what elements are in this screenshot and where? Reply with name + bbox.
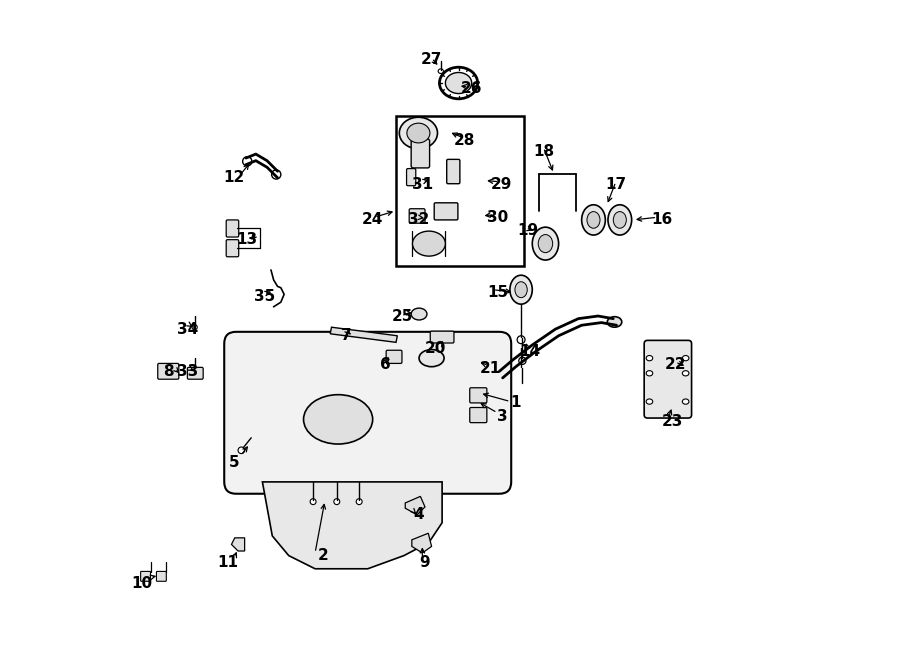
Ellipse shape: [532, 227, 559, 260]
FancyBboxPatch shape: [157, 571, 166, 581]
Polygon shape: [405, 496, 425, 515]
Text: 19: 19: [518, 223, 538, 238]
Text: 10: 10: [131, 576, 152, 592]
Ellipse shape: [510, 275, 532, 304]
Circle shape: [243, 157, 252, 166]
Ellipse shape: [412, 231, 446, 256]
FancyBboxPatch shape: [226, 240, 239, 256]
Circle shape: [272, 170, 281, 179]
Ellipse shape: [439, 67, 478, 98]
FancyBboxPatch shape: [187, 368, 203, 379]
FancyBboxPatch shape: [407, 169, 416, 186]
Text: 21: 21: [481, 361, 501, 376]
Polygon shape: [330, 327, 397, 342]
Ellipse shape: [192, 325, 197, 330]
FancyBboxPatch shape: [470, 388, 487, 403]
Text: 35: 35: [254, 289, 275, 304]
Ellipse shape: [646, 371, 652, 376]
Text: 25: 25: [392, 309, 413, 323]
Text: 28: 28: [454, 134, 475, 149]
Ellipse shape: [646, 399, 652, 405]
Text: 32: 32: [408, 212, 429, 227]
Text: 30: 30: [487, 210, 508, 225]
Ellipse shape: [608, 205, 632, 235]
FancyBboxPatch shape: [411, 139, 429, 168]
Ellipse shape: [682, 371, 688, 376]
Polygon shape: [231, 538, 245, 551]
Text: 13: 13: [237, 232, 257, 247]
FancyBboxPatch shape: [446, 159, 460, 184]
Text: 1: 1: [510, 395, 521, 410]
FancyBboxPatch shape: [434, 203, 458, 220]
FancyBboxPatch shape: [470, 408, 487, 422]
Text: 22: 22: [664, 357, 686, 372]
Ellipse shape: [438, 69, 444, 73]
Ellipse shape: [587, 212, 600, 228]
Text: 7: 7: [341, 329, 351, 343]
Ellipse shape: [538, 235, 553, 253]
Ellipse shape: [446, 73, 472, 94]
Text: 23: 23: [662, 414, 683, 429]
Ellipse shape: [581, 205, 606, 235]
Ellipse shape: [682, 399, 688, 405]
FancyBboxPatch shape: [410, 209, 425, 223]
Text: 14: 14: [519, 344, 541, 359]
Ellipse shape: [238, 447, 245, 453]
Ellipse shape: [419, 350, 444, 367]
Polygon shape: [263, 482, 442, 568]
FancyBboxPatch shape: [644, 340, 691, 418]
Ellipse shape: [613, 212, 626, 228]
Text: 4: 4: [413, 507, 424, 522]
Text: 11: 11: [217, 555, 238, 570]
Text: 34: 34: [177, 322, 199, 336]
FancyBboxPatch shape: [158, 364, 179, 379]
Text: 27: 27: [421, 52, 442, 67]
Text: 2: 2: [319, 548, 329, 563]
Ellipse shape: [407, 123, 430, 143]
Bar: [396, 116, 525, 266]
Ellipse shape: [515, 282, 527, 297]
Text: 33: 33: [177, 364, 199, 379]
Text: 12: 12: [223, 171, 245, 185]
Ellipse shape: [310, 498, 316, 504]
Text: 24: 24: [362, 212, 383, 227]
Ellipse shape: [518, 336, 525, 344]
Text: 9: 9: [419, 555, 430, 570]
FancyBboxPatch shape: [140, 571, 150, 581]
Ellipse shape: [400, 117, 437, 149]
Ellipse shape: [646, 356, 652, 361]
Text: 15: 15: [487, 285, 508, 300]
Ellipse shape: [411, 308, 427, 320]
Text: 17: 17: [606, 177, 626, 192]
Text: 18: 18: [533, 144, 554, 159]
FancyBboxPatch shape: [224, 332, 511, 494]
FancyBboxPatch shape: [386, 350, 402, 364]
Ellipse shape: [682, 356, 688, 361]
Text: 5: 5: [229, 455, 239, 470]
Text: 16: 16: [652, 212, 672, 227]
Text: 29: 29: [491, 177, 512, 192]
Text: 3: 3: [498, 408, 508, 424]
FancyBboxPatch shape: [226, 220, 239, 237]
Ellipse shape: [518, 357, 526, 364]
Ellipse shape: [356, 498, 362, 504]
Ellipse shape: [303, 395, 373, 444]
Ellipse shape: [608, 317, 622, 327]
FancyBboxPatch shape: [430, 331, 454, 343]
Text: 26: 26: [460, 81, 482, 96]
Ellipse shape: [334, 498, 339, 504]
Text: 31: 31: [412, 177, 433, 192]
Text: 8: 8: [163, 364, 174, 379]
Text: 20: 20: [425, 342, 446, 356]
Text: 6: 6: [380, 357, 391, 372]
Polygon shape: [412, 533, 432, 553]
